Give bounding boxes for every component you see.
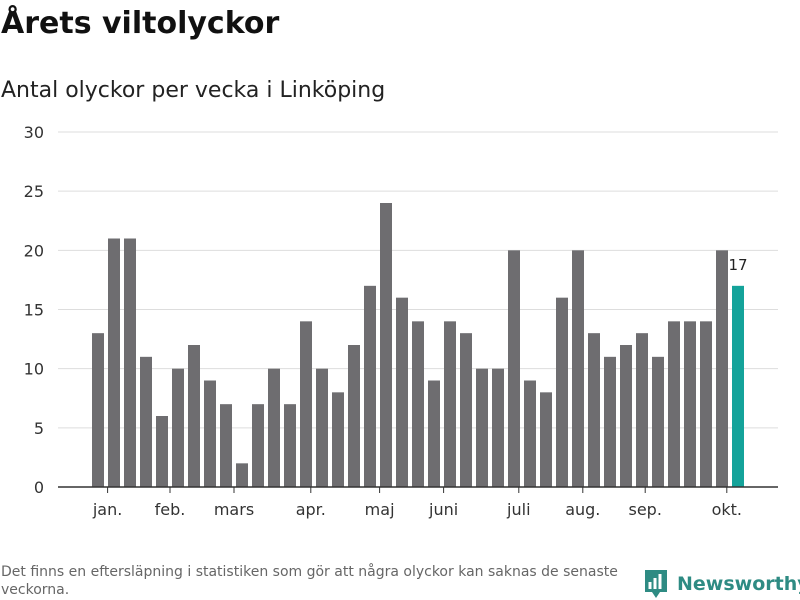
bar (236, 463, 248, 487)
bar (316, 368, 328, 487)
bar (380, 203, 392, 487)
bar (588, 333, 600, 487)
bar (428, 380, 440, 487)
bar (556, 297, 568, 487)
x-tick-label: jan. (92, 500, 122, 519)
bar (412, 321, 424, 487)
y-tick-label: 10 (24, 360, 44, 379)
bar (460, 333, 472, 487)
bar (700, 321, 712, 487)
data-labels: 17 (728, 256, 747, 274)
bar (364, 285, 376, 487)
bar (92, 333, 104, 487)
bar (300, 321, 312, 487)
y-tick-label: 20 (24, 241, 44, 260)
bar (636, 333, 648, 487)
x-tick-label: apr. (296, 500, 326, 519)
chart-subtitle: Antal olyckor per vecka i Linköping (1, 78, 386, 103)
x-tick-label: aug. (565, 500, 600, 519)
bar (396, 297, 408, 487)
y-tick-label: 0 (34, 478, 44, 497)
bar (524, 380, 536, 487)
bar (124, 238, 136, 487)
data-label: 17 (728, 256, 747, 274)
bar (188, 345, 200, 487)
bar (492, 368, 504, 487)
bar (476, 368, 488, 487)
bar (172, 368, 184, 487)
bar (348, 345, 360, 487)
y-tick-label: 30 (24, 123, 44, 142)
y-tick-label: 25 (24, 182, 44, 201)
brand-name: Newsworthy (677, 573, 800, 595)
x-tick-label: mars (214, 500, 254, 519)
bar (284, 404, 296, 487)
footnote: Det finns en eftersläpning i statistiken… (1, 564, 618, 598)
brand[interactable]: Newsworthy (644, 569, 800, 599)
bar (732, 285, 744, 487)
bar (268, 368, 280, 487)
bar (604, 356, 616, 487)
bar (684, 321, 696, 487)
chart-title: Årets viltolyckor (1, 6, 280, 41)
x-tick-label: juni (428, 500, 458, 519)
x-tick-label: feb. (155, 500, 186, 519)
bar (668, 321, 680, 487)
bar (444, 321, 456, 487)
bar-chart: 0 5 10 15 20 25 30 jan. feb. mars apr. maj juni juli… (24, 123, 778, 519)
bar (252, 404, 264, 487)
x-tick-label: maj (365, 500, 395, 519)
x-tick-label: sep. (628, 500, 661, 519)
bar (540, 392, 552, 487)
x-tick-label: juli (506, 500, 530, 519)
y-tick-label: 5 (34, 419, 44, 438)
bars (92, 203, 744, 487)
bar (652, 356, 664, 487)
bar (620, 345, 632, 487)
bar (204, 380, 216, 487)
bar (716, 250, 728, 487)
bar (140, 356, 152, 487)
bar (220, 404, 232, 487)
bar (572, 250, 584, 487)
x-tick-label: okt. (712, 500, 742, 519)
bar (332, 392, 344, 487)
y-axis-ticks: 0 5 10 15 20 25 30 (24, 123, 44, 497)
newsworthy-logo-icon (645, 570, 667, 598)
bar (108, 238, 120, 487)
bar (508, 250, 520, 487)
x-axis-ticks: jan. feb. mars apr. maj juni juli aug. sep. okt. (92, 487, 742, 519)
y-tick-label: 15 (24, 301, 44, 320)
bar (156, 416, 168, 487)
